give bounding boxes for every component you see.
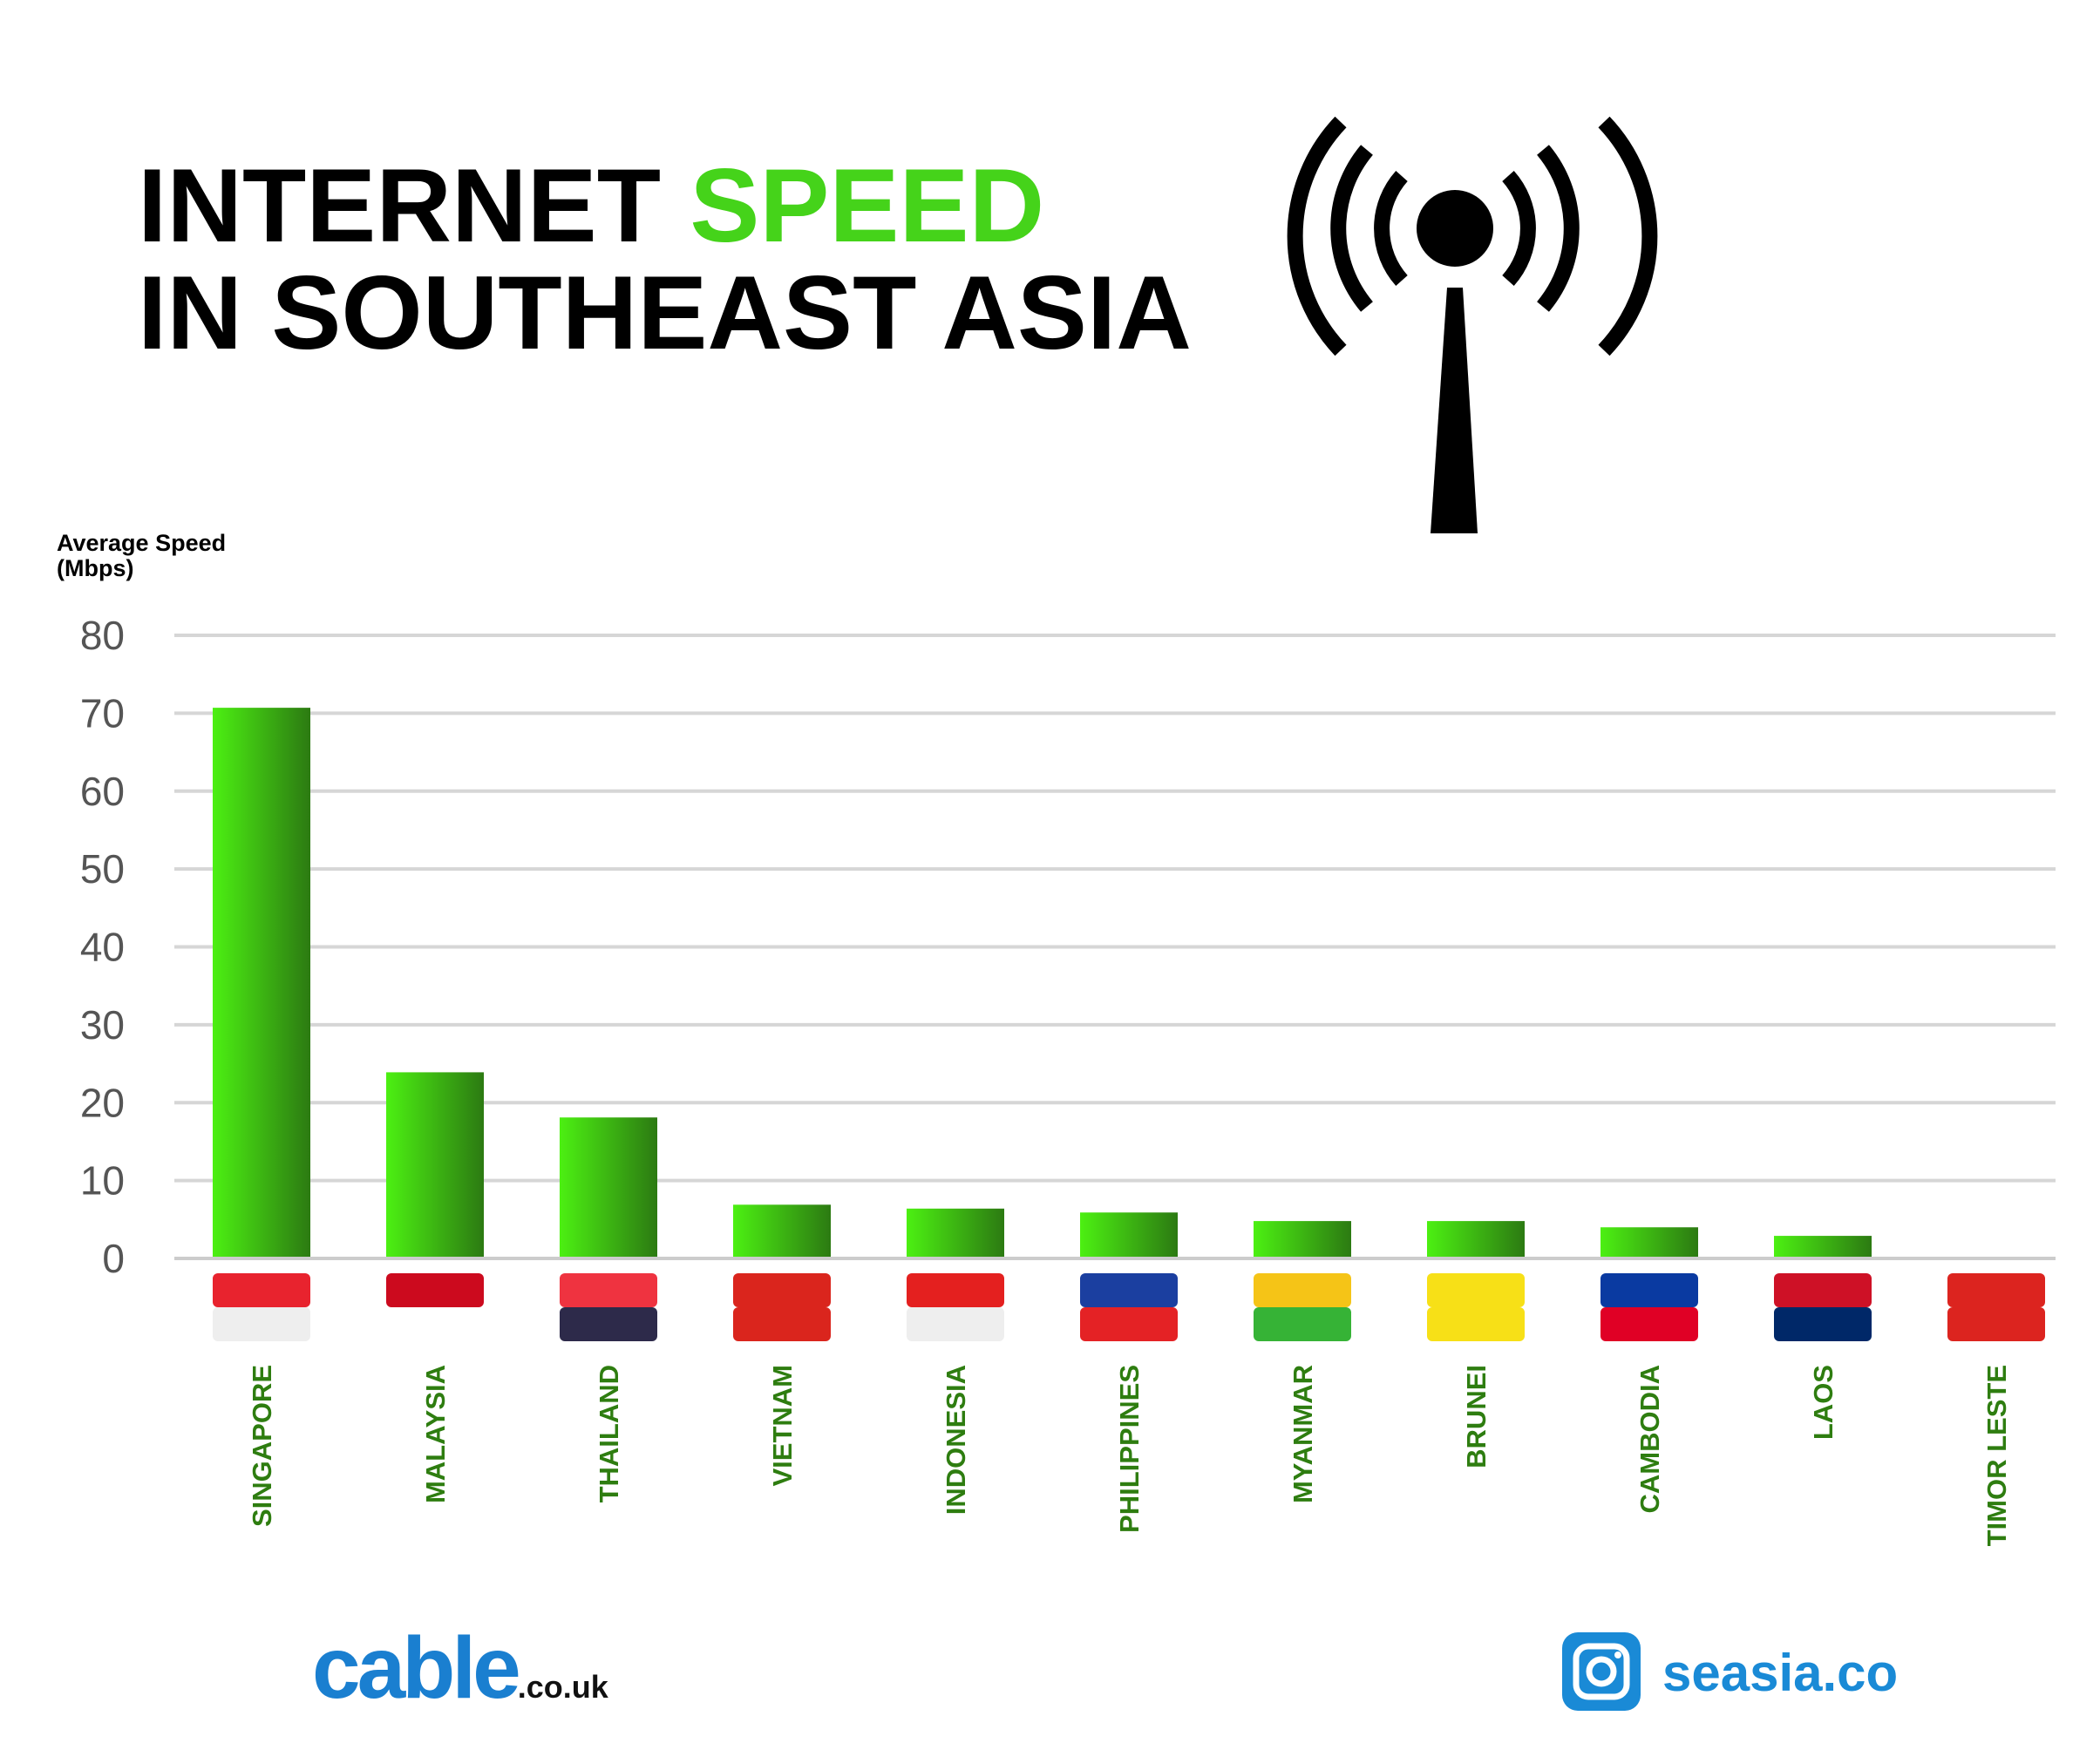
- y-tick-label: 80: [80, 613, 125, 658]
- title-line: IN SOUTHEAST ASIA: [138, 254, 1192, 371]
- flag-icon: [1254, 1273, 1351, 1341]
- bar: [213, 708, 310, 1258]
- title: INTERNET SPEED: [138, 147, 1044, 264]
- bar: [1080, 1212, 1178, 1258]
- bar: [1254, 1221, 1351, 1258]
- flag-bottom: [560, 1307, 657, 1341]
- flag-icon: [386, 1273, 484, 1341]
- flag-bottom: [1080, 1307, 1178, 1341]
- flag-icon: [733, 1273, 831, 1341]
- bar: [733, 1204, 831, 1258]
- x-tick-label: MYANMAR: [1288, 1365, 1318, 1503]
- instagram-icon: [1562, 1632, 1641, 1711]
- antenna-icon: [1287, 116, 1658, 533]
- flag-top: [733, 1273, 831, 1307]
- flag-bottom: [1254, 1307, 1351, 1341]
- x-tick-label: PHILIPPINES: [1114, 1365, 1145, 1533]
- y-tick-label: 10: [80, 1158, 125, 1204]
- flag-top: [1947, 1273, 2045, 1307]
- x-tick-label: SINGAPORE: [247, 1365, 277, 1527]
- x-tick-label: LAOS: [1808, 1365, 1838, 1440]
- title-part: INTERNET: [138, 147, 661, 264]
- flag-icon: [1080, 1273, 1178, 1341]
- flag-top: [560, 1273, 657, 1307]
- flag-icon: [1427, 1273, 1525, 1341]
- x-tick-label: MALAYSIA: [420, 1365, 451, 1503]
- y-axis-label: (Mbps): [57, 555, 133, 581]
- y-tick-label: 50: [80, 846, 125, 892]
- y-tick-label: 40: [80, 925, 125, 970]
- y-tick-label: 0: [102, 1236, 125, 1281]
- x-tick-label: VIETNAM: [767, 1365, 798, 1487]
- bar: [907, 1208, 1004, 1258]
- flag-top: [1254, 1273, 1351, 1307]
- y-tick-label: 20: [80, 1080, 125, 1125]
- y-axis-label: Average Speed: [57, 530, 226, 556]
- flag-icon: [560, 1273, 657, 1341]
- flag-bottom: [733, 1307, 831, 1341]
- flag-icon: [1947, 1273, 2045, 1341]
- flag-icon: [1600, 1273, 1698, 1341]
- bar: [1774, 1236, 1872, 1258]
- flag-bottom: [1427, 1307, 1525, 1341]
- flag-top: [213, 1273, 310, 1307]
- x-tick-label: INDONESIA: [941, 1365, 971, 1515]
- flag-bottom: [1947, 1307, 2045, 1341]
- flag-bottom: [386, 1307, 484, 1341]
- flag-bottom: [907, 1307, 1004, 1341]
- flag-top: [1427, 1273, 1525, 1307]
- title-highlight: SPEED: [690, 147, 1044, 264]
- brand-domain: .co.uk: [518, 1669, 609, 1705]
- y-tick-label: 60: [80, 769, 125, 814]
- flag-top: [1774, 1273, 1872, 1307]
- flag-top: [386, 1273, 484, 1307]
- flag-bottom: [1600, 1307, 1698, 1341]
- x-tick-label: TIMOR LESTE: [1981, 1365, 2012, 1546]
- social-handle: seasia.co: [1662, 1644, 1898, 1702]
- bar: [386, 1072, 484, 1258]
- flag-bottom: [1774, 1307, 1872, 1341]
- flag-icon: [907, 1273, 1004, 1341]
- flag-top: [1600, 1273, 1698, 1307]
- flag-top: [907, 1273, 1004, 1307]
- bar: [1427, 1221, 1525, 1258]
- bar: [1600, 1227, 1698, 1258]
- flag-top: [1080, 1273, 1178, 1307]
- bar: [560, 1117, 657, 1258]
- y-tick-label: 30: [80, 1002, 125, 1048]
- y-tick-label: 70: [80, 690, 125, 736]
- x-tick-label: THAILAND: [594, 1365, 624, 1502]
- flag-bottom: [213, 1307, 310, 1341]
- x-tick-label: BRUNEI: [1461, 1365, 1492, 1468]
- flag-icon: [213, 1273, 310, 1341]
- cable-logo: cable.co.uk: [312, 1619, 609, 1717]
- x-tick-label: CAMBODIA: [1634, 1365, 1665, 1514]
- brand: cable: [312, 1619, 519, 1717]
- flag-icon: [1774, 1273, 1872, 1341]
